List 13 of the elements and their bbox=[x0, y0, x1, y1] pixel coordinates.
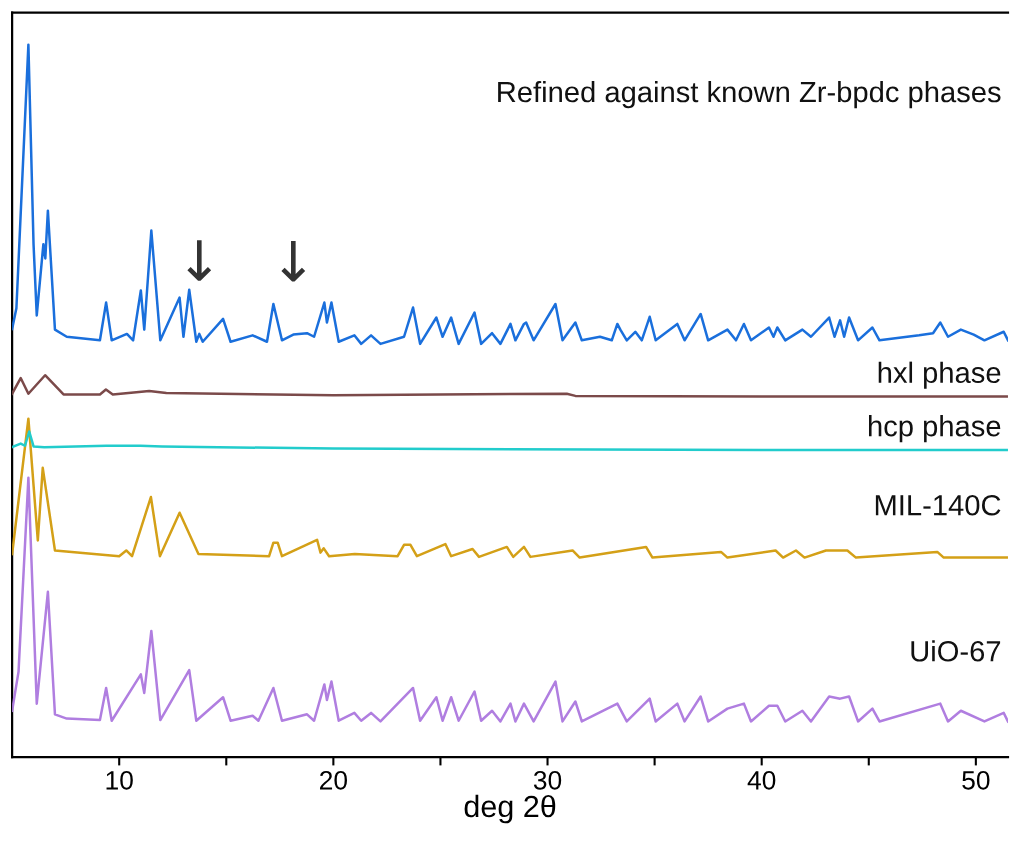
annotation: ↓ bbox=[187, 240, 212, 281]
x-tick-label: 40 bbox=[747, 770, 776, 790]
x-tick-label: 30 bbox=[533, 770, 562, 790]
x-tick-label: 10 bbox=[106, 770, 133, 790]
series-label: MIL-140C bbox=[875, 494, 1001, 516]
annotation: ↓ bbox=[281, 240, 306, 282]
series-label: hcp phase bbox=[868, 415, 1001, 443]
series-label: UiO-67 bbox=[911, 640, 1001, 662]
x-tick-label: 50 bbox=[962, 770, 990, 790]
text: Refined against known Zr-bpdc phases bbox=[498, 80, 1001, 109]
x-axis-title: deg 2θ bbox=[464, 794, 556, 824]
series-label: hxl phase bbox=[878, 361, 1001, 389]
x-tick-label: 20 bbox=[320, 770, 348, 790]
